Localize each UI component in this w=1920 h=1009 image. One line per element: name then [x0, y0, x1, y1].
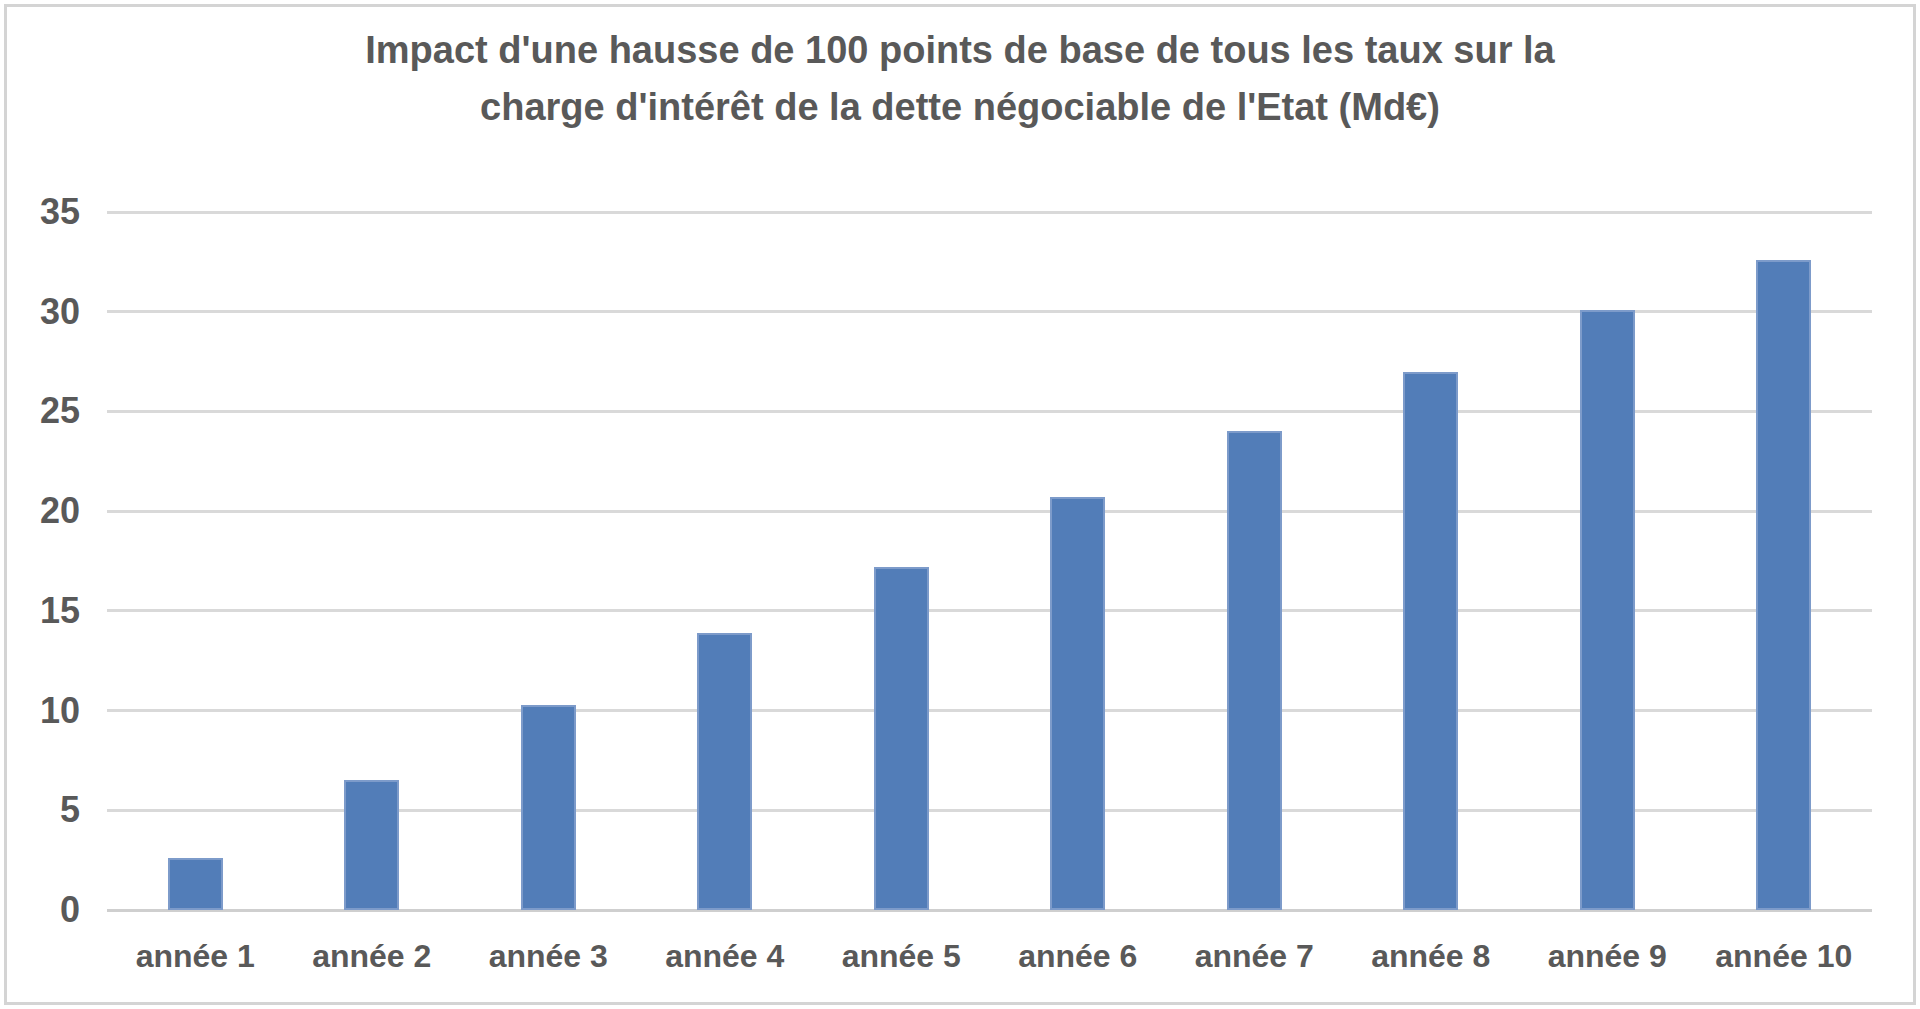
y-tick-label-25: 25: [0, 389, 80, 433]
bar-annee-6: [1050, 497, 1105, 910]
bar-annee-8: [1403, 372, 1458, 910]
bar-annee-5: [874, 567, 929, 910]
bar-annee-10: [1756, 260, 1811, 910]
x-tick-label-annee-10: année 10: [1674, 936, 1894, 976]
bar-annee-4: [697, 633, 752, 910]
y-tick-label-35: 35: [0, 190, 80, 234]
y-tick-label-10: 10: [0, 689, 80, 733]
bar-annee-9: [1580, 310, 1635, 910]
y-tick-label-5: 5: [0, 788, 80, 832]
y-tick-label-20: 20: [0, 489, 80, 533]
gridline-y-35: [107, 211, 1872, 214]
y-tick-label-0: 0: [0, 888, 80, 932]
bar-annee-1: [168, 858, 223, 910]
y-tick-label-30: 30: [0, 290, 80, 334]
plot-area: 05101520253035année 1année 2année 3année…: [0, 0, 1920, 1009]
y-tick-label-15: 15: [0, 589, 80, 633]
bar-annee-3: [521, 705, 576, 910]
bar-annee-2: [344, 780, 399, 910]
bar-annee-7: [1227, 431, 1282, 910]
